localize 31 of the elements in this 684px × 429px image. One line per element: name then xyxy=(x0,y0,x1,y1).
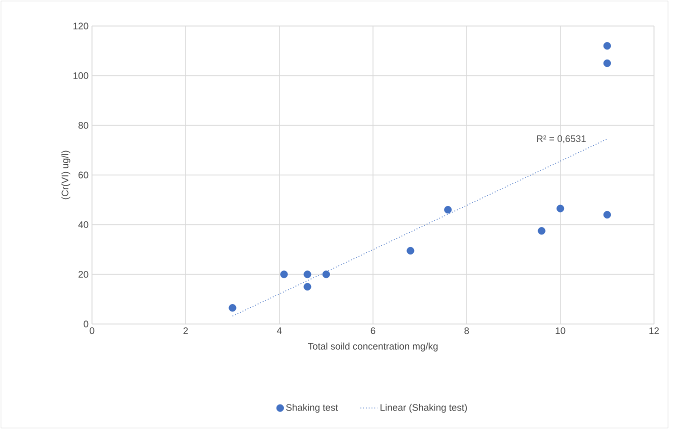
x-tick-label: 6 xyxy=(370,327,376,334)
x-tick-label: 8 xyxy=(464,327,469,334)
point xyxy=(322,270,330,278)
point xyxy=(603,42,611,50)
y-tick-label: 100 xyxy=(74,72,88,80)
y-tick-label: 0 xyxy=(84,320,88,328)
point xyxy=(304,270,312,278)
x-axis-title: Total soild concentration mg/kg xyxy=(308,342,438,352)
point xyxy=(228,304,236,312)
x-tick-label: 10 xyxy=(556,327,566,334)
point xyxy=(304,282,312,291)
y-tick-label: 40 xyxy=(78,221,88,228)
point xyxy=(603,59,611,68)
y-axis-title: (Cr(VI) ug/l) xyxy=(61,150,70,200)
point xyxy=(603,210,611,219)
point xyxy=(538,227,546,235)
annotation: R² = 0,6531 xyxy=(537,135,586,144)
x-tick-label: 0 xyxy=(90,327,94,334)
y-tick-label: 120 xyxy=(74,22,88,30)
point xyxy=(406,246,414,255)
y-tick-label: 20 xyxy=(78,270,88,278)
y-tick-label: 80 xyxy=(78,122,88,129)
point xyxy=(444,206,452,214)
legend-label: Linear (Shaking test) xyxy=(380,404,467,413)
x-tick-label: 2 xyxy=(184,327,188,334)
x-tick-label: 4 xyxy=(276,327,282,334)
y-tick-label: 60 xyxy=(78,172,88,178)
x-tick-label: 12 xyxy=(649,327,659,334)
point xyxy=(556,204,564,212)
point xyxy=(280,270,288,278)
legend-label: Shaking test xyxy=(286,404,338,413)
